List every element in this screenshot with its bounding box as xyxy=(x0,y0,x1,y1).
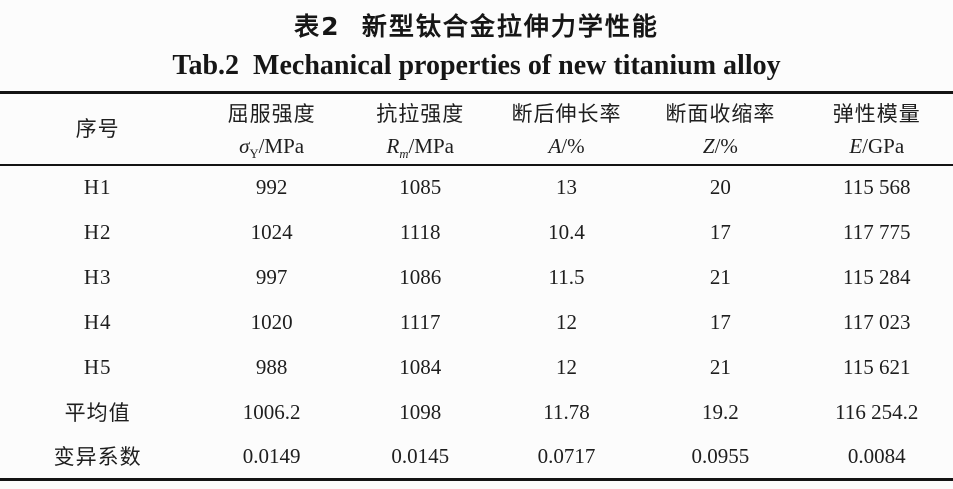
col-header-tensile-symbol: Rm/MPa xyxy=(348,131,493,161)
table-title-zh: 表2 新型钛合金拉伸力学性能 xyxy=(294,12,659,41)
table-body: H1 992 1085 13 20 115 568 H2 1024 1118 1… xyxy=(0,165,953,480)
row-label: H5 xyxy=(83,354,112,379)
col-header-elongation-symbol: A/% xyxy=(493,131,641,161)
cell-elongation: 0.0717 xyxy=(537,443,596,468)
table-title-en: Tab.2 Mechanical properties of new titan… xyxy=(172,50,781,81)
cell-elongation: 11.5 xyxy=(548,264,585,289)
cell-area-reduction: 20 xyxy=(709,175,731,199)
table-header: 序号 屈服强度 σY/MPa 抗拉强度 Rm/MPa 断后伸长率 A/% 断面收… xyxy=(0,92,953,166)
cell-yield: 988 xyxy=(255,354,288,379)
cell-elongation: 12 xyxy=(556,309,578,334)
cell-elongation: 11.78 xyxy=(543,399,590,424)
col-header-yield-name: 屈服强度 xyxy=(227,101,316,126)
col-header-modulus-name: 弹性模量 xyxy=(832,101,921,126)
col-header-area-reduction: 断面收缩率 Z/% xyxy=(640,92,801,166)
unit-label: /% xyxy=(714,133,738,158)
cell-tensile: 1118 xyxy=(400,219,441,244)
col-header-tensile-strength: 抗拉强度 Rm/MPa xyxy=(347,92,493,166)
table-row-variation-coefficient: 变异系数 0.0149 0.0145 0.0717 0.0955 0.0084 xyxy=(0,435,953,480)
col-header-elongation-name: 断后伸长率 xyxy=(511,101,622,126)
cell-modulus: 0.0084 xyxy=(847,443,906,468)
cell-tensile: 1084 xyxy=(399,354,442,379)
symbol-R: R xyxy=(386,133,400,158)
row-label: 平均值 xyxy=(64,401,131,425)
col-header-elastic-modulus: 弹性模量 E/GPa xyxy=(800,92,953,166)
cell-elongation: 13 xyxy=(556,175,578,199)
header-row: 序号 屈服强度 σY/MPa 抗拉强度 Rm/MPa 断后伸长率 A/% 断面收… xyxy=(0,92,953,166)
cell-area-reduction: 21 xyxy=(709,354,731,379)
cell-yield: 1006.2 xyxy=(242,399,301,424)
symbol-subscript: m xyxy=(399,146,409,161)
col-header-area-reduction-symbol: Z/% xyxy=(640,131,800,161)
symbol-sigma: σ xyxy=(239,133,250,158)
table-row-average: 平均值 1006.2 1098 11.78 19.2 116 254.2 xyxy=(0,390,953,435)
table-row-h5: H5 988 1084 12 21 115 621 xyxy=(0,345,953,390)
cell-modulus: 117 775 xyxy=(842,219,911,244)
unit-label: /MPa xyxy=(258,133,305,158)
symbol-A: A xyxy=(548,133,562,158)
cell-tensile: 0.0145 xyxy=(391,443,450,468)
cell-elongation: 12 xyxy=(556,354,578,379)
unit-label: /MPa xyxy=(408,133,454,158)
cell-yield: 0.0149 xyxy=(242,443,301,468)
cell-yield: 1024 xyxy=(250,219,293,244)
cell-area-reduction: 21 xyxy=(709,264,731,289)
cell-area-reduction: 19.2 xyxy=(702,399,739,424)
symbol-subscript: Y xyxy=(249,146,259,161)
mechanical-properties-table: 序号 屈服强度 σY/MPa 抗拉强度 Rm/MPa 断后伸长率 A/% 断面收… xyxy=(0,91,953,481)
cell-yield: 1020 xyxy=(250,309,293,334)
symbol-Z: Z xyxy=(702,133,715,158)
cell-tensile: 1098 xyxy=(399,399,442,424)
unit-label: /% xyxy=(561,133,585,158)
cell-modulus: 115 284 xyxy=(842,264,911,289)
col-header-yield-symbol: σY/MPa xyxy=(195,131,347,161)
col-header-serial-label: 序号 xyxy=(75,116,120,141)
cell-area-reduction: 17 xyxy=(709,309,731,334)
cell-tensile: 1117 xyxy=(400,309,441,334)
table-row-h3: H3 997 1086 11.5 21 115 284 xyxy=(0,255,953,300)
col-header-yield-strength: 屈服强度 σY/MPa xyxy=(195,92,348,166)
table-row-h1: H1 992 1085 13 20 115 568 xyxy=(0,165,953,210)
cell-tensile: 1086 xyxy=(399,264,442,289)
cell-modulus: 117 023 xyxy=(842,309,911,334)
cell-yield: 997 xyxy=(255,264,288,289)
cell-tensile: 1085 xyxy=(399,175,442,199)
cell-modulus: 115 568 xyxy=(842,175,911,199)
symbol-E: E xyxy=(849,133,863,158)
row-label: H3 xyxy=(83,264,112,289)
row-label: H2 xyxy=(83,219,112,244)
row-label: H4 xyxy=(83,309,112,334)
col-header-elongation: 断后伸长率 A/% xyxy=(492,92,641,166)
table-row-h2: H2 1024 1118 10.4 17 117 775 xyxy=(0,210,953,255)
col-header-serial: 序号 xyxy=(0,92,196,166)
cell-area-reduction: 17 xyxy=(709,219,731,244)
col-header-area-reduction-name: 断面收缩率 xyxy=(665,101,776,126)
cell-elongation: 10.4 xyxy=(548,219,585,244)
row-label: 变异系数 xyxy=(53,445,142,470)
col-header-tensile-name: 抗拉强度 xyxy=(376,101,465,126)
table-row-h4: H4 1020 1117 12 17 117 023 xyxy=(0,300,953,345)
row-label: H1 xyxy=(83,175,112,199)
cell-modulus: 116 254.2 xyxy=(835,399,919,424)
col-header-modulus-symbol: E/GPa xyxy=(800,131,953,161)
cell-yield: 992 xyxy=(255,175,288,199)
cell-area-reduction: 0.0955 xyxy=(691,443,750,468)
cell-modulus: 115 621 xyxy=(842,354,911,379)
unit-label: /GPa xyxy=(862,133,905,158)
